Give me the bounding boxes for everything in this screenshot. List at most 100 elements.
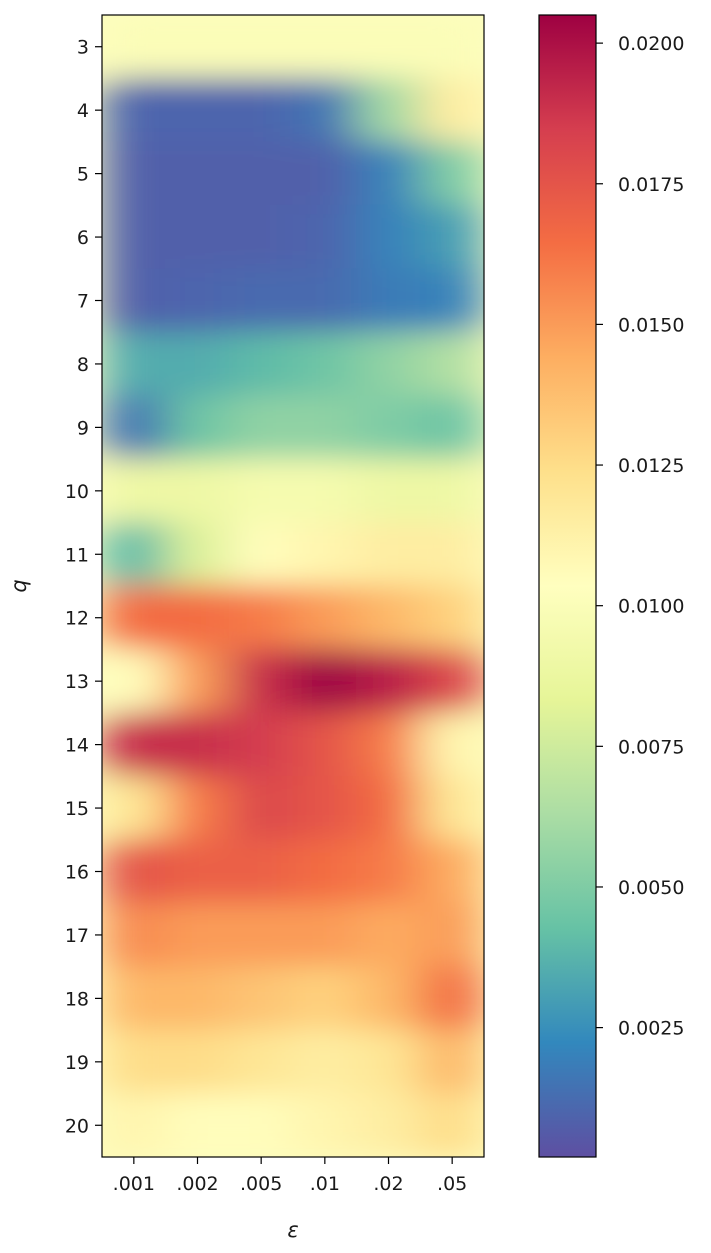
plot-frame: [101, 14, 485, 1158]
x-axis-ticks: .001 .002 .005 .01 .02 .05: [113, 1157, 467, 1195]
heatmap-cell: [102, 1029, 167, 1095]
heatmap-cell: [102, 775, 167, 841]
heatmap-cell: [292, 15, 358, 79]
heatmap-cell: [356, 775, 421, 841]
heatmap-cell: [165, 331, 230, 397]
heatmap-cell: [102, 839, 167, 904]
y-tick-label: 19: [65, 1052, 89, 1074]
x-tick-label: .01: [310, 1173, 340, 1195]
x-tick-label: .02: [373, 1173, 403, 1195]
heatmap-cell: [228, 1093, 294, 1157]
heatmap-cell: [292, 648, 358, 714]
heatmap-cell: [102, 712, 167, 777]
heatmap-cell: [292, 522, 358, 587]
heatmap-cell: [292, 585, 358, 650]
heatmap-cells: [102, 15, 484, 1157]
y-tick-label: 10: [65, 481, 89, 503]
y-axis-ticks: 3 4 5 6 7 8 9 10 11 12 13 14 15 16 17 18 19 20: [65, 37, 102, 1137]
heatmap-cell: [292, 712, 358, 777]
heatmap-cell: [419, 775, 484, 841]
y-tick-label: 5: [77, 164, 89, 186]
heatmap-cell: [165, 1029, 230, 1095]
heatmap-cell: [419, 522, 484, 587]
heatmap-cell: [292, 902, 358, 968]
heatmap-cell: [419, 839, 484, 904]
heatmap-cell: [102, 204, 167, 270]
heatmap-cell: [102, 585, 167, 650]
y-tick-label: 8: [77, 354, 89, 376]
colorbar-tick-label: 0.0150: [618, 314, 684, 336]
x-tick-label: .001: [113, 1173, 155, 1195]
heatmap-cell: [165, 902, 230, 968]
heatmap-cell: [419, 902, 484, 968]
heatmap-cell: [356, 522, 421, 587]
colorbar-tick-label: 0.0100: [618, 596, 684, 618]
heatmap-cell: [228, 966, 294, 1031]
heatmap-cell: [419, 77, 484, 143]
heatmap-cell: [356, 77, 421, 143]
heatmap-cell: [102, 331, 167, 397]
heatmap-cell: [165, 839, 230, 904]
heatmap-cell: [228, 839, 294, 904]
colorbar-frame: [538, 14, 597, 1158]
heatmap-cell: [292, 966, 358, 1031]
heatmap-cell: [165, 395, 230, 460]
heatmap-cell: [102, 1093, 167, 1157]
colorbar-tick-label: 0.0175: [618, 174, 684, 196]
heatmap-cell: [419, 1029, 484, 1095]
heatmap-cell: [102, 15, 167, 79]
heatmap-cell: [228, 77, 294, 143]
heatmap-cell: [356, 15, 421, 79]
heatmap-cell: [165, 648, 230, 714]
heatmap-cell: [102, 458, 167, 524]
heatmap-cell: [419, 204, 484, 270]
heatmap-cell: [292, 331, 358, 397]
heatmap-cell: [102, 395, 167, 460]
heatmap-cell: [165, 966, 230, 1031]
colorbar-tick-label: 0.0025: [618, 1018, 684, 1040]
heatmap-cell: [102, 268, 167, 333]
heatmap-cell: [292, 268, 358, 333]
heatmap-cell: [419, 712, 484, 777]
colorbar-ticks: 0.0025 0.0050 0.0075 0.0100 0.0125 0.0150 0.01…: [596, 33, 684, 1040]
heatmap-cell: [356, 648, 421, 714]
y-tick-label: 7: [77, 291, 89, 313]
heatmap-cell: [102, 77, 167, 143]
heatmap-cell: [292, 141, 358, 206]
heatmap-cell: [292, 1093, 358, 1157]
heatmap-cell: [228, 648, 294, 714]
heatmap-cell: [102, 902, 167, 968]
heatmap-cell: [228, 522, 294, 587]
heatmap-cell: [165, 712, 230, 777]
y-tick-label: 11: [65, 544, 89, 566]
heatmap-cell: [419, 331, 484, 397]
colorbar-tick-label: 0.0050: [618, 877, 684, 899]
heatmap-cell: [228, 1029, 294, 1095]
heatmap-cell: [165, 204, 230, 270]
heatmap-cell: [419, 395, 484, 460]
colorbar-tick-label: 0.0200: [618, 33, 684, 55]
heatmap-cell: [165, 77, 230, 143]
heatmap-cell: [102, 141, 167, 206]
y-axis-label: q: [7, 579, 31, 592]
colorbar-tick-label: 0.0075: [618, 736, 684, 758]
heatmap-cell: [356, 966, 421, 1031]
heatmap-cell: [102, 648, 167, 714]
heatmap-cell: [419, 15, 484, 79]
heatmap-cell: [292, 458, 358, 524]
y-tick-label: 14: [65, 735, 89, 757]
heatmap-cell: [419, 585, 484, 650]
heatmap-cell: [165, 775, 230, 841]
heatmap-cell: [356, 204, 421, 270]
heatmap-cell: [165, 458, 230, 524]
heatmap-cell: [228, 458, 294, 524]
y-tick-label: 15: [65, 798, 89, 820]
heatmap-cell: [419, 648, 484, 714]
heatmap-cell: [356, 141, 421, 206]
heatmap-cell: [419, 458, 484, 524]
x-tick-label: .05: [437, 1173, 467, 1195]
heatmap-cell: [356, 458, 421, 524]
y-tick-label: 18: [65, 988, 89, 1010]
y-tick-label: 17: [65, 925, 89, 947]
